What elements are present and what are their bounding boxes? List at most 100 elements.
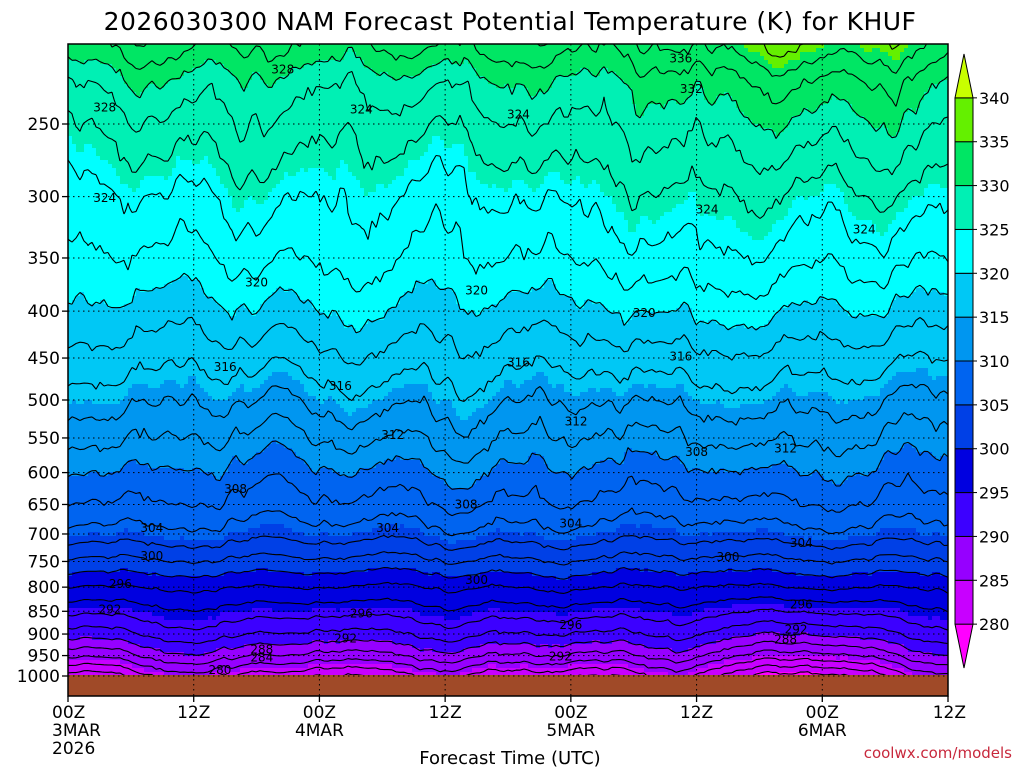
field-cell-2044	[324, 80, 329, 85]
field-cell-58	[300, 44, 305, 49]
field-cell-2879	[144, 96, 149, 101]
field-cell-4120	[708, 116, 713, 121]
field-cell-1815	[288, 76, 293, 81]
field-cell-504	[324, 52, 329, 57]
field-cell-1661	[552, 72, 557, 77]
field-cell-256	[212, 48, 217, 53]
field-cell-4659	[224, 128, 229, 133]
field-cell-3817	[376, 112, 381, 117]
field-cell-240	[148, 48, 153, 53]
field-cell-1646	[492, 72, 497, 77]
field-cell-4605	[888, 124, 893, 129]
field-cell-2156	[772, 80, 777, 85]
field-cell-3254	[764, 100, 769, 105]
field-cell-1703	[720, 72, 725, 77]
field-cell-3958	[940, 112, 945, 117]
field-cell-3388	[420, 104, 425, 109]
field-cell-634	[844, 52, 849, 57]
field-cell-3590	[348, 108, 353, 113]
field-cell-4640	[148, 128, 153, 133]
field-cell-3840	[468, 112, 473, 117]
field-cell-1799	[224, 76, 229, 81]
field-cell-1409	[424, 68, 429, 73]
field-cell-2325	[568, 84, 573, 89]
field-cell-4179	[944, 116, 948, 121]
field-cell-3233	[680, 100, 685, 105]
field-cell-3706	[812, 108, 817, 113]
field-cell-4566	[732, 124, 737, 129]
field-cell-2286	[412, 84, 417, 89]
field-cell-3001	[632, 96, 637, 101]
field-cell-1652	[516, 72, 521, 77]
field-cell-4534	[604, 124, 609, 129]
field-cell-4408	[100, 124, 105, 129]
field-cell-592	[676, 52, 681, 57]
field-cell-2224	[164, 84, 169, 89]
field-cell-3426	[572, 104, 577, 109]
field-cell-3994	[204, 116, 209, 121]
field-cell-4114	[684, 116, 689, 121]
field-cell-4438	[220, 124, 225, 129]
field-cell-1605	[328, 72, 333, 77]
field-cell-806	[652, 56, 657, 61]
field-cell-4976	[612, 132, 617, 137]
field-cell-2873	[120, 96, 125, 101]
field-cell-2607	[816, 88, 821, 93]
field-cell-4901	[312, 132, 317, 137]
field-cell-1594	[284, 72, 289, 77]
field-cell-1040	[708, 60, 713, 65]
field-cell-823	[720, 56, 725, 61]
field-cell-522	[396, 52, 401, 57]
field-cell-203	[880, 44, 885, 49]
field-cell-2152	[756, 80, 761, 85]
field-cell-4038	[380, 116, 385, 121]
field-cell-536	[452, 52, 457, 57]
field-cell-2926	[332, 96, 337, 101]
field-cell-3416	[532, 104, 537, 109]
field-cell-2168	[820, 80, 825, 85]
field-cell-1426	[492, 68, 497, 73]
field-cell-3809	[344, 112, 349, 117]
field-cell-3216	[612, 100, 617, 105]
field-cell-2731	[432, 92, 437, 97]
field-cell-3800	[308, 112, 313, 117]
field-cell-3621	[472, 108, 477, 113]
field-cell-4248	[340, 120, 345, 125]
field-cell-1417	[456, 68, 461, 73]
field-cell-4661	[232, 128, 237, 133]
field-cell-142	[636, 44, 641, 49]
field-cell-3437	[616, 104, 621, 109]
field-cell-2619	[864, 88, 869, 93]
field-cell-4196	[132, 120, 137, 125]
field-cell-13	[120, 44, 125, 49]
field-cell-395	[768, 48, 773, 53]
field-cell-4320	[628, 120, 633, 125]
field-cell-4001	[232, 116, 237, 121]
field-cell-2486	[332, 88, 337, 93]
field-cell-1476	[692, 68, 697, 73]
field-cell-4706	[412, 128, 417, 133]
field-cell-1776	[132, 76, 137, 81]
field-cell-307	[416, 48, 421, 53]
field-cell-2606	[812, 88, 817, 93]
field-cell-1910	[668, 76, 673, 81]
field-cell-333	[520, 48, 525, 53]
field-cell-4892	[276, 132, 281, 137]
field-cell-4512	[516, 124, 521, 129]
field-cell-3503	[880, 104, 885, 109]
field-cell-2447	[176, 88, 181, 93]
field-cell-856	[852, 56, 857, 61]
field-cell-3309	[104, 104, 109, 109]
field-cell-4900	[308, 132, 313, 137]
field-cell-2937	[376, 96, 381, 101]
field-cell-4148	[820, 116, 825, 121]
field-cell-2566	[652, 88, 657, 93]
field-cell-3139	[304, 100, 309, 105]
field-cell-4446	[252, 124, 257, 129]
field-cell-208	[900, 44, 905, 49]
field-cell-166	[732, 44, 737, 49]
field-cell-1697	[696, 72, 701, 77]
field-cell-7	[96, 44, 101, 49]
field-cell-260	[228, 48, 233, 53]
field-cell-1243	[640, 64, 645, 69]
